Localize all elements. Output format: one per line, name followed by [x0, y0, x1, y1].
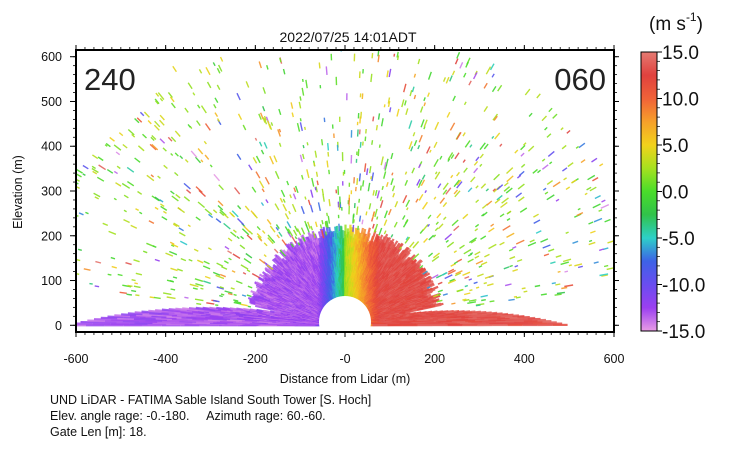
velocity-ray: [236, 307, 244, 311]
velocity-ray: [133, 317, 151, 321]
velocity-ray: [266, 273, 273, 279]
velocity-ray: [255, 283, 263, 289]
velocity-ray: [148, 309, 162, 313]
velocity-ray: [249, 298, 256, 303]
velocity-ray: [229, 307, 238, 311]
velocity-ray: [261, 284, 268, 289]
velocity-ray: [276, 311, 281, 315]
velocity-ray: [264, 267, 271, 273]
velocity-ray: [141, 310, 156, 314]
velocity-ray: [283, 312, 288, 315]
velocity-ray: [256, 308, 263, 313]
velocity-ray: [123, 316, 140, 319]
velocity-ray: [134, 311, 149, 315]
velocity-ray: [114, 314, 130, 318]
velocity-ray: [254, 304, 261, 309]
chart-title: 2022/07/25 14:01ADT: [280, 29, 417, 45]
velocity-ray: [258, 290, 265, 295]
velocity-ray: [322, 226, 326, 234]
velocity-ray: [117, 317, 134, 320]
velocity-ray: [250, 290, 257, 295]
velocity-ray: [121, 313, 137, 317]
velocity-ray: [107, 315, 124, 319]
velocity-ray: [247, 296, 255, 301]
velocity-ray: [328, 226, 332, 234]
velocity-ray: [145, 315, 162, 319]
velocity-ray: [367, 227, 371, 235]
velocity-ray: [127, 312, 143, 316]
velocity-ray: [148, 312, 163, 316]
velocity-ray: [243, 307, 250, 312]
velocity-ray: [262, 281, 269, 287]
velocity-ray: [264, 276, 271, 282]
velocity-ray: [157, 313, 172, 317]
velocity-ray: [251, 296, 258, 300]
velocity-ray: [269, 310, 275, 314]
velocity-ray: [142, 313, 158, 317]
velocity-ray: [100, 316, 118, 320]
velocity-ray: [367, 232, 371, 240]
velocity-ray: [255, 281, 263, 286]
velocity-ray: [252, 292, 259, 297]
velocity-ray: [249, 301, 256, 305]
velocity-ray: [258, 273, 266, 279]
velocity-ray: [249, 308, 256, 312]
velocity-ray: [258, 294, 265, 299]
velocity-ray: [317, 231, 322, 238]
velocity-ray: [150, 318, 168, 321]
velocity-ray: [222, 306, 231, 311]
velocity-ray: [139, 316, 156, 320]
velocity-ray: [136, 314, 152, 317]
velocity-ray: [272, 263, 279, 270]
velocity-ray: [335, 225, 339, 233]
velocity-field: [76, 50, 614, 327]
velocity-ray: [255, 285, 263, 291]
velocity-ray: [161, 308, 175, 312]
velocity-ray: [129, 315, 146, 318]
velocity-ray: [263, 309, 269, 313]
